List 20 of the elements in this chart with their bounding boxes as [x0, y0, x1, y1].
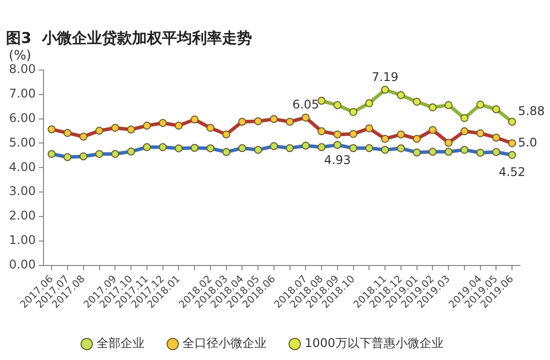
y-tick-label: 1.00 — [9, 232, 36, 247]
data-label: 7.19 — [372, 70, 398, 84]
y-tick-label: 7.00 — [9, 86, 36, 101]
y-tick-label: 8.00 — [9, 62, 36, 76]
y-axis-title: (%) — [8, 48, 32, 64]
data-label: 4.93 — [324, 153, 351, 168]
y-tick-label: 6.00 — [9, 110, 36, 125]
legend-label: 全部企业 — [96, 336, 145, 350]
chart-title: 图3 小微企业贷款加权平均利率走势 — [6, 28, 252, 47]
data-label: 6.05 — [292, 98, 320, 112]
data-label: 5.0 — [518, 135, 538, 150]
legend-label: 全口径小微企业 — [182, 336, 267, 350]
y-tick-label: 3.00 — [9, 184, 36, 198]
data-label: 5.88 — [518, 104, 545, 118]
data-label: 4.52 — [498, 165, 526, 180]
y-tick-label: 4.00 — [9, 160, 36, 174]
y-tick-label: 5.00 — [9, 135, 36, 150]
legend-label: 1000万以下普惠小微企业 — [304, 336, 444, 350]
y-tick-label: 2.00 — [9, 208, 36, 223]
y-tick-label: 0.00 — [9, 257, 36, 272]
